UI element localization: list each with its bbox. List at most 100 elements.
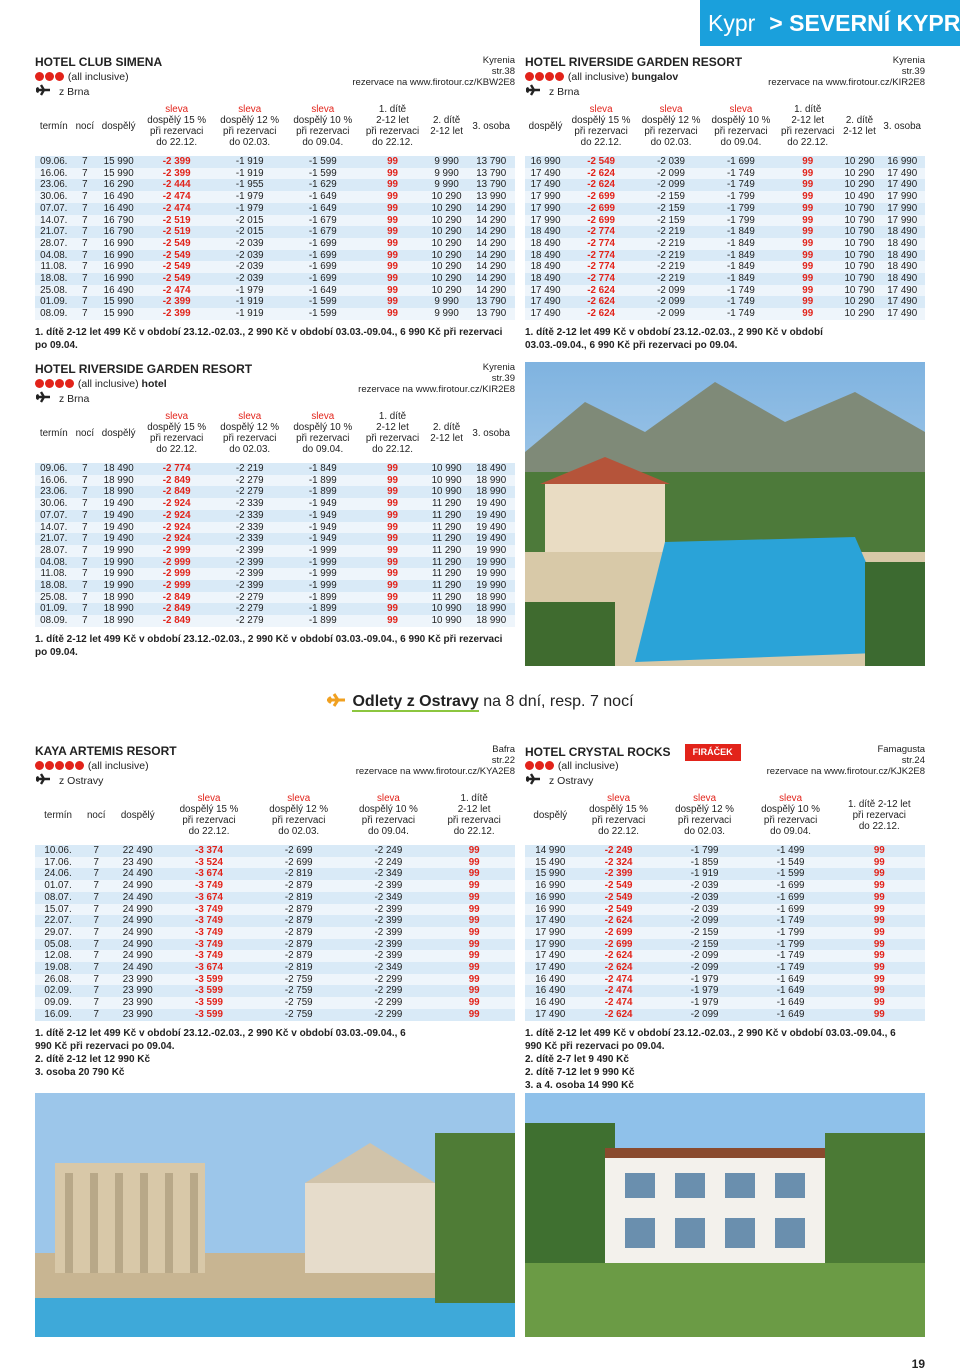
- price-cell: -1 979: [690, 985, 719, 997]
- price-cell: -2 399: [235, 556, 264, 568]
- price-cell: -3 674: [195, 868, 223, 880]
- price-cell: -2 399: [235, 568, 264, 580]
- price-cell: 16 490: [103, 284, 134, 296]
- price-cell: -2 219: [235, 463, 264, 474]
- price-cell: 18 990: [476, 474, 507, 486]
- price-cell: -2 924: [162, 509, 191, 521]
- price-cell: -1 699: [308, 249, 337, 261]
- price-cell: -2 624: [604, 1008, 633, 1020]
- price-cell: 18 990: [103, 603, 134, 615]
- price-table: termín nocí dospělý sleva dospělý 15 % při re…: [35, 409, 515, 627]
- price-row: 07.07. 7 19 490 -2 924 -2 339 -1 949 99 11 290 1…: [35, 509, 515, 522]
- price-cell: 09.09.: [44, 997, 72, 1009]
- header-line: do 22.12.: [372, 137, 413, 148]
- price-cell: 18 490: [887, 273, 918, 285]
- price-row: 11.08. 7 16 990 -2 549 -2 039 -1 699 99 10 290 1…: [35, 261, 515, 274]
- price-cell: -2 099: [657, 179, 685, 191]
- booking-code: rezervace na www.firotour.cz/KIR2E8: [768, 77, 925, 88]
- price-cell: 14 990: [535, 845, 566, 856]
- price-cell: 14 290: [476, 237, 507, 249]
- header-line: při rezervaci: [361, 815, 416, 826]
- price-cell: -2 399: [235, 544, 264, 556]
- price-cell: -2 624: [604, 962, 633, 974]
- table-head: dospělý sleva dospělý 15 % při rezervaci do …: [525, 791, 925, 842]
- price-cell: 15 990: [535, 868, 566, 880]
- price-row: 30.06. 7 16 490 -2 474 -1 979 -1 649 99 10 290 1…: [35, 191, 515, 203]
- price-cell: -2 624: [587, 167, 615, 179]
- price-cell: 15.07.: [44, 903, 72, 915]
- rating-icon: [545, 72, 554, 81]
- column-header: sleva dospělý 15 % při rezervaci do 22.12.: [140, 409, 213, 460]
- header-line: sleva: [377, 793, 400, 804]
- price-cell: 10 790: [844, 202, 875, 214]
- hotel-location-block: Famagusta str.24 rezervace na www.firotour…: [767, 744, 925, 777]
- price-cell: -1 919: [235, 296, 264, 308]
- header-line: při rezervaci: [182, 815, 236, 826]
- board-line: (all inclusive): [35, 759, 515, 773]
- header-line: do 22.12.: [188, 826, 230, 837]
- header-line: sleva: [165, 411, 189, 422]
- price-row: 02.09. 7 23 990 -3 599 -2 759 -2 299 99: [35, 985, 515, 998]
- price-cell: 21.07.: [40, 226, 68, 238]
- price-cell: 99: [387, 284, 398, 296]
- hotel-title-line: HOTEL CRYSTAL ROCKS FIRÁČEK: [525, 744, 925, 761]
- price-cell: -1 749: [727, 296, 755, 308]
- price-cell: -2 924: [162, 498, 191, 510]
- price-cell: 11.08.: [40, 568, 68, 580]
- notes: 1. dítě 2-12 let 499 Kč v období 23.12.-…: [35, 633, 515, 659]
- price-cell: 10 790: [844, 226, 875, 238]
- price-cell: -1 649: [776, 1008, 805, 1020]
- price-cell: -1 999: [308, 568, 337, 580]
- plane-icon: [35, 773, 50, 785]
- price-cell: -1 849: [727, 261, 755, 273]
- price-cell: 7: [82, 521, 88, 533]
- price-row: 17 490 -2 624 -2 099 -1 749 99 10 290 17 490: [525, 296, 925, 309]
- price-cell: -2 849: [162, 615, 191, 627]
- price-cell: -2 999: [162, 580, 191, 592]
- price-cell: -2 249: [374, 856, 403, 868]
- price-cell: -2 039: [690, 891, 719, 903]
- price-cell: 7: [82, 202, 88, 214]
- hotel-name: KAYA ARTEMIS RESORT: [35, 744, 177, 758]
- hotel-location-block: Bafra str.22 rezervace na www.firotour.cz/…: [356, 744, 515, 777]
- price-row: 23.06. 7 16 290 -2 444 -1 955 -1 629 99 9 990 13…: [35, 179, 515, 192]
- booking-code: rezervace na www.firotour.cz/KYA2E8: [355, 766, 515, 777]
- table-body: 09.06. 7 15 990 -2 399 -1 919 -1 599 99 9 990 13…: [35, 153, 515, 320]
- column-header: sleva dospělý 12 % při rezervaci do 02.03.: [213, 102, 286, 153]
- price-cell: -2 624: [604, 915, 633, 927]
- price-cell: 99: [387, 202, 398, 214]
- price-cell: -2 699: [587, 191, 615, 203]
- price-cell: 99: [468, 962, 480, 974]
- price-cell: -2 219: [657, 261, 685, 273]
- price-cell: 16 990: [535, 891, 566, 903]
- price-cell: 17 990: [887, 214, 918, 226]
- price-row: 17 990 -2 699 -2 159 -1 799 99 10 490 17 990: [525, 191, 925, 203]
- price-row: 17 990 -2 699 -2 159 -1 799 99: [525, 938, 925, 951]
- header-line: dospělý 15 %: [179, 804, 239, 815]
- origin-line: z Brna: [35, 84, 515, 98]
- header-line: 2. dítě: [432, 115, 461, 126]
- header-line: do 22.12.: [453, 826, 495, 837]
- header-line: dospělý 12 %: [220, 422, 280, 433]
- price-cell: -2 474: [604, 985, 633, 997]
- price-cell: 17 490: [535, 915, 566, 927]
- price-cell: 7: [82, 179, 88, 191]
- price-cell: 99: [873, 997, 885, 1009]
- price-cell: 99: [802, 308, 814, 320]
- price-cell: 99: [873, 926, 885, 938]
- price-cell: 19 490: [103, 521, 134, 533]
- price-cell: -1 749: [776, 962, 805, 974]
- table-head: termín nocí dospělý sleva dospělý 15 % při re…: [35, 409, 515, 460]
- price-cell: 08.09.: [40, 615, 68, 627]
- price-cell: 18 490: [887, 237, 918, 249]
- header-line: sleva: [729, 104, 753, 115]
- price-cell: -1 999: [308, 544, 337, 556]
- price-cell: 99: [802, 284, 814, 296]
- header-line: dospělý 12 %: [641, 115, 701, 126]
- price-cell: -2 774: [587, 261, 615, 273]
- price-cell: 18 990: [103, 591, 134, 603]
- price-cell: 16 990: [103, 261, 134, 273]
- price-cell: 17 990: [530, 202, 561, 214]
- price-row: 09.06. 7 18 490 -2 774 -2 219 -1 849 99 10 990 1…: [35, 460, 515, 475]
- price-cell: -2 279: [235, 615, 264, 627]
